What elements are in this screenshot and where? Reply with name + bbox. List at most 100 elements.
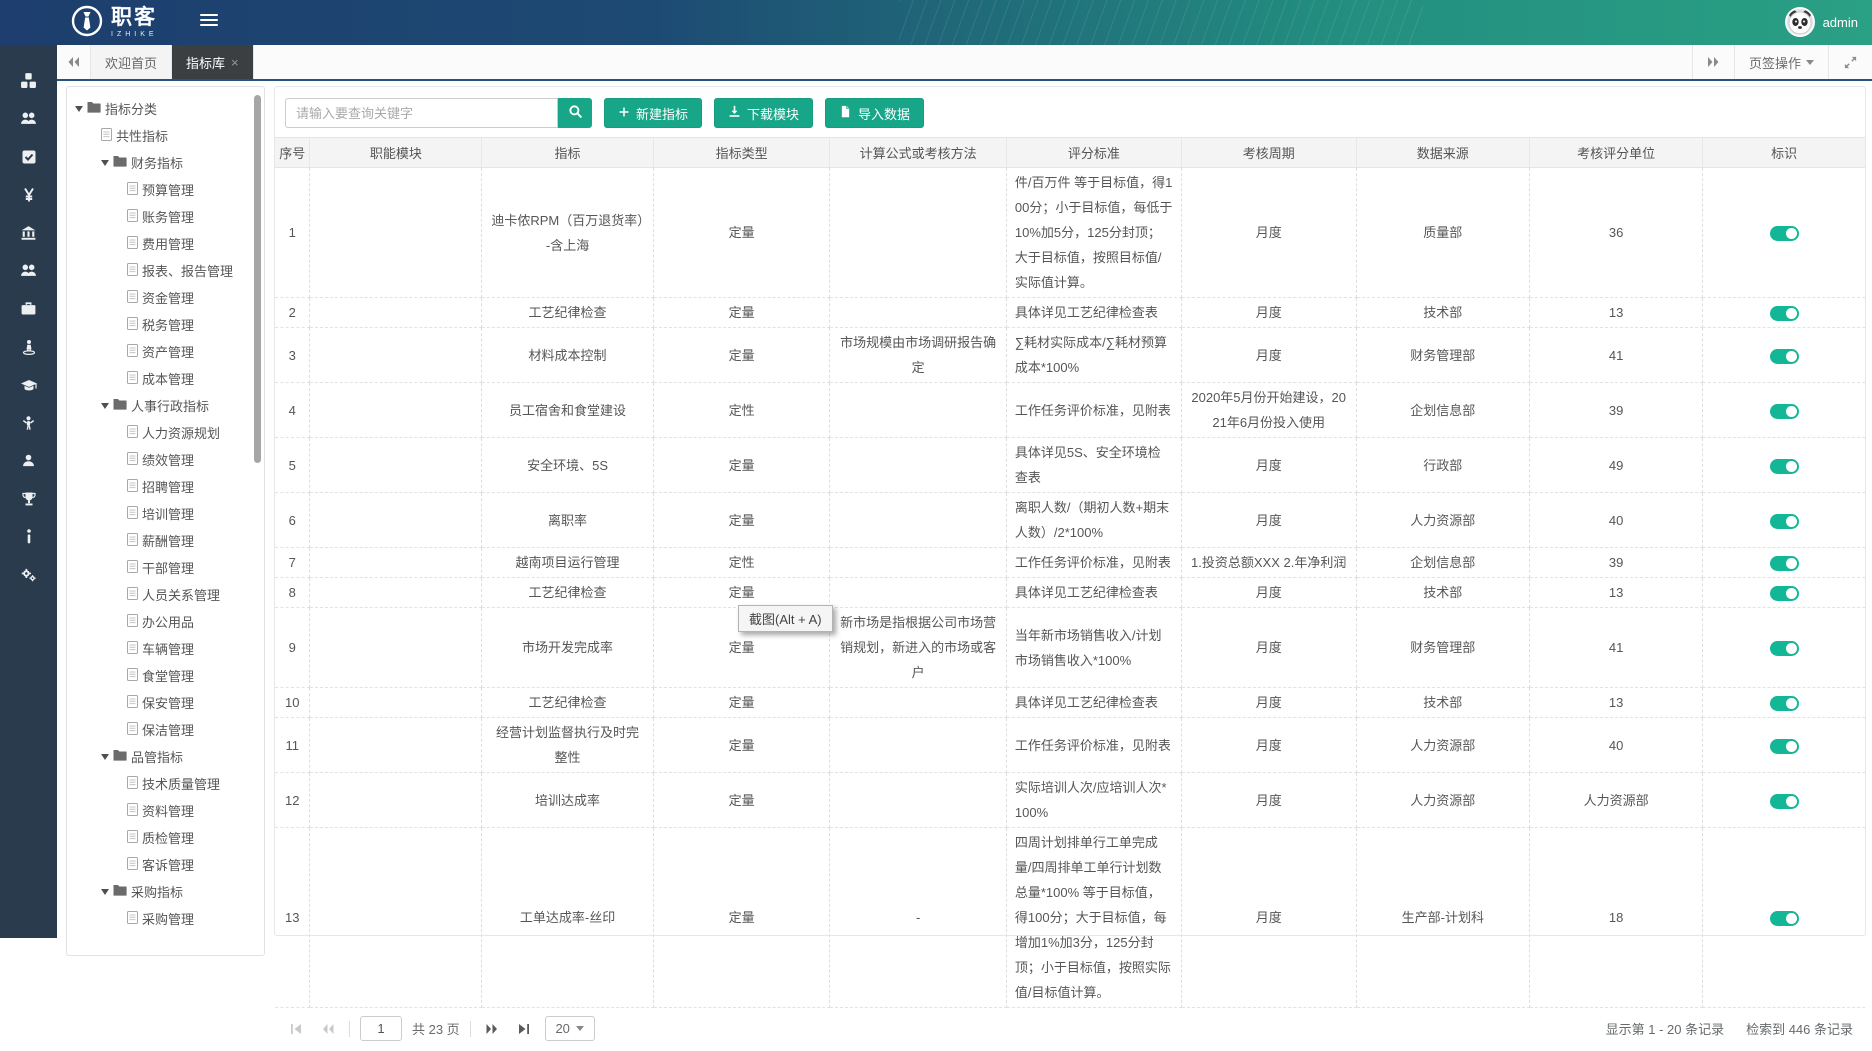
- rail-item-salary[interactable]: [0, 177, 57, 215]
- tree-expand-caret-icon[interactable]: [101, 160, 109, 170]
- tree-node[interactable]: 采购指标: [67, 878, 264, 905]
- tree-node[interactable]: 人事行政指标: [67, 392, 264, 419]
- rail-item-settings[interactable]: [0, 557, 57, 595]
- new-indicator-button[interactable]: 新建指标: [604, 98, 703, 128]
- tree-node[interactable]: 品管指标: [67, 743, 264, 770]
- cell-source: 人力资源部: [1356, 772, 1530, 828]
- tree-node[interactable]: 车辆管理: [67, 635, 264, 662]
- tree-node[interactable]: 成本管理: [67, 365, 264, 392]
- column-header-type: 指标类型: [653, 137, 831, 168]
- file-icon: [127, 640, 138, 657]
- row-enabled-toggle[interactable]: [1769, 348, 1799, 364]
- briefcase-icon: [20, 300, 37, 320]
- tree-expand-caret-icon[interactable]: [75, 106, 83, 116]
- row-enabled-toggle[interactable]: [1769, 306, 1799, 322]
- tree-node[interactable]: 技术质量管理: [67, 770, 264, 797]
- page-size-select[interactable]: 20: [544, 1016, 595, 1041]
- tree-node[interactable]: 资金管理: [67, 284, 264, 311]
- rail-item-field[interactable]: [0, 329, 57, 367]
- user-menu[interactable]: admin: [1784, 7, 1858, 37]
- cell-cycle: 月度: [1181, 167, 1357, 298]
- next-page-button[interactable]: [481, 1018, 503, 1040]
- tree-node[interactable]: 预算管理: [67, 176, 264, 203]
- download-module-button[interactable]: 下载模块: [714, 98, 814, 128]
- rail-item-training[interactable]: [0, 367, 57, 405]
- tab-operations-dropdown[interactable]: 页签操作: [1733, 45, 1828, 79]
- row-enabled-toggle[interactable]: [1769, 641, 1799, 657]
- tree-expand-caret-icon[interactable]: [101, 889, 109, 899]
- prev-page-button[interactable]: [317, 1018, 339, 1040]
- cell-formula: [829, 167, 1007, 298]
- tree-node[interactable]: 质检管理: [67, 824, 264, 851]
- brand-logo[interactable]: 职客 IZHIKE: [70, 4, 158, 41]
- tabs-scroll-right-button[interactable]: [1691, 45, 1734, 79]
- tree-node[interactable]: 人员关系管理: [67, 581, 264, 608]
- row-enabled-toggle[interactable]: [1769, 403, 1799, 419]
- tree-node[interactable]: 报表、报告管理: [67, 257, 264, 284]
- rail-item-business[interactable]: [0, 291, 57, 329]
- rail-item-performance[interactable]: [0, 481, 57, 519]
- rail-item-approval[interactable]: [0, 139, 57, 177]
- row-enabled-toggle[interactable]: [1769, 226, 1799, 242]
- tree-scrollbar-thumb[interactable]: [254, 95, 261, 463]
- tree-expand-caret-icon[interactable]: [101, 403, 109, 413]
- tab-close-icon[interactable]: ×: [231, 54, 239, 70]
- tree-node[interactable]: 费用管理: [67, 230, 264, 257]
- row-enabled-toggle[interactable]: [1769, 556, 1799, 572]
- tree-node[interactable]: 税务管理: [67, 311, 264, 338]
- tabs-scroll-left-button[interactable]: [57, 45, 91, 79]
- tree-node[interactable]: 资料管理: [67, 797, 264, 824]
- tree-node[interactable]: 资产管理: [67, 338, 264, 365]
- search-button[interactable]: [558, 98, 592, 128]
- tree-expand-caret-icon[interactable]: [101, 754, 109, 764]
- table-row: 10 工艺纪律检查 定量 具体详见工艺纪律检查表 月度 技术部 13: [275, 687, 1865, 718]
- table-row: 2 工艺纪律检查 定量 具体详见工艺纪律检查表 月度 技术部 13: [275, 297, 1865, 328]
- cell-unit: 40: [1529, 717, 1704, 773]
- tree-node[interactable]: 绩效管理: [67, 446, 264, 473]
- rail-item-company[interactable]: [0, 215, 57, 253]
- tree-node[interactable]: 采购管理: [67, 905, 264, 932]
- rail-item-org-users[interactable]: [0, 101, 57, 139]
- tree-node[interactable]: 干部管理: [67, 554, 264, 581]
- tree-node[interactable]: 账务管理: [67, 203, 264, 230]
- tree-node[interactable]: 指标分类: [67, 95, 264, 122]
- rail-item-profile[interactable]: [0, 443, 57, 481]
- tree-node[interactable]: 招聘管理: [67, 473, 264, 500]
- row-enabled-toggle[interactable]: [1769, 458, 1799, 474]
- tree-node[interactable]: 保洁管理: [67, 716, 264, 743]
- tree-node[interactable]: 共性指标: [67, 122, 264, 149]
- rail-item-modules[interactable]: [0, 63, 57, 101]
- table-row: 7 越南项目运行管理 定性 工作任务评价标准，见附表 1.投资总额XXX 2.年…: [275, 547, 1865, 578]
- row-enabled-toggle[interactable]: [1769, 696, 1799, 712]
- cell-formula: [829, 297, 1007, 328]
- row-enabled-toggle[interactable]: [1769, 738, 1799, 754]
- tree-node[interactable]: 办公用品: [67, 608, 264, 635]
- sidebar-collapse-hamburger-icon[interactable]: [200, 14, 218, 29]
- tree-node[interactable]: 保安管理: [67, 689, 264, 716]
- search-input[interactable]: [285, 98, 558, 128]
- tree-node[interactable]: 人力资源规划: [67, 419, 264, 446]
- tree-node[interactable]: 财务指标: [67, 149, 264, 176]
- cell-module: [309, 772, 483, 828]
- tree-node[interactable]: 薪酬管理: [67, 527, 264, 554]
- last-page-button[interactable]: [513, 1018, 535, 1040]
- row-enabled-toggle[interactable]: [1769, 911, 1799, 927]
- import-data-button[interactable]: 导入数据: [825, 98, 925, 128]
- tab-welcome[interactable]: 欢迎首页: [91, 45, 173, 79]
- tab-indicator-library[interactable]: 指标库 ×: [172, 45, 254, 79]
- tree-node[interactable]: 培训管理: [67, 500, 264, 527]
- tree-node[interactable]: 客诉管理: [67, 851, 264, 878]
- fullscreen-expand-button[interactable]: [1828, 45, 1872, 79]
- cell-formula: [829, 437, 1007, 493]
- tree-node[interactable]: 食堂管理: [67, 662, 264, 689]
- row-enabled-toggle[interactable]: [1769, 793, 1799, 809]
- row-enabled-toggle[interactable]: [1769, 513, 1799, 529]
- page-number-input[interactable]: [360, 1016, 402, 1041]
- rail-item-members[interactable]: [0, 253, 57, 291]
- rail-item-info[interactable]: [0, 519, 57, 557]
- file-icon: [127, 802, 138, 819]
- row-enabled-toggle[interactable]: [1769, 586, 1799, 602]
- rail-item-activity[interactable]: [0, 405, 57, 443]
- first-page-button[interactable]: [285, 1018, 307, 1040]
- cell-type: 定性: [653, 382, 831, 438]
